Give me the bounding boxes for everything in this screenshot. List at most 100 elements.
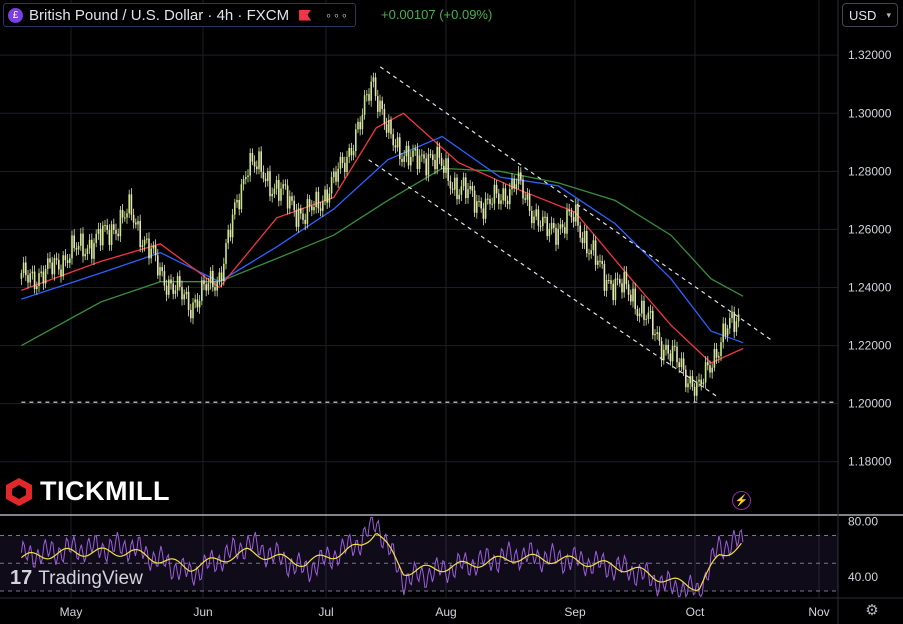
- candle-body: [258, 151, 260, 170]
- candle-body: [484, 198, 487, 219]
- candle-body: [91, 239, 93, 259]
- candle-body: [108, 230, 111, 245]
- candle-body: [139, 221, 141, 248]
- candle-body: [440, 157, 443, 166]
- candle-body: [58, 259, 60, 270]
- broker-watermark: TICKMILL: [4, 476, 170, 507]
- candle-body: [385, 124, 388, 133]
- candle-body: [445, 158, 447, 173]
- candle-body: [374, 77, 377, 97]
- candle-body: [238, 199, 240, 210]
- candle-body: [124, 217, 126, 219]
- candle-body: [392, 134, 394, 146]
- tradingview-logo-icon: 17: [10, 567, 33, 589]
- candle-body: [227, 229, 229, 244]
- candle-body: [559, 224, 562, 229]
- price-tick-label: 1.24000: [848, 280, 892, 294]
- candle-body: [623, 272, 625, 293]
- candle-body: [429, 154, 432, 156]
- candle-body: [289, 196, 291, 209]
- candle-body: [647, 312, 650, 319]
- candle-body: [275, 179, 278, 189]
- candle-body: [80, 233, 82, 246]
- candle-body: [119, 209, 122, 237]
- candle-body: [236, 199, 238, 203]
- candle-body: [498, 193, 500, 204]
- candle-body: [355, 129, 357, 152]
- candle-body: [161, 267, 163, 272]
- candle-body: [271, 193, 273, 197]
- candle-body: [99, 228, 102, 246]
- candle-body: [579, 225, 581, 238]
- candle-body: [110, 224, 113, 245]
- candle-body: [531, 210, 533, 224]
- flag-icon[interactable]: [299, 9, 312, 21]
- candle-body: [38, 273, 40, 287]
- candle-body: [366, 94, 368, 96]
- candle-body: [102, 225, 104, 246]
- candle-body: [341, 156, 344, 163]
- candle-body: [165, 285, 168, 295]
- candle-body: [372, 77, 375, 82]
- candle-body: [203, 280, 205, 285]
- candle-body: [88, 239, 91, 249]
- candle-body: [357, 121, 359, 130]
- candle-body: [524, 198, 526, 200]
- candle-body: [528, 194, 531, 211]
- candle-body: [247, 175, 249, 178]
- more-icon[interactable]: ∘∘∘: [325, 9, 349, 22]
- candle-body: [526, 194, 529, 200]
- candle-body: [720, 342, 722, 357]
- price-tick-label: 1.22000: [848, 339, 892, 353]
- candle-body: [634, 288, 636, 310]
- rsi-tick-label: 40.00: [848, 570, 878, 584]
- candle-body: [731, 311, 733, 319]
- candle-body: [93, 243, 95, 259]
- settings-icon[interactable]: ⚙: [865, 602, 879, 619]
- candle-body: [513, 178, 515, 189]
- candle-body: [377, 96, 379, 112]
- candle-body: [674, 345, 676, 347]
- candle-body: [693, 386, 696, 396]
- candle-body: [443, 165, 445, 173]
- candle-body: [487, 198, 489, 200]
- candle-body: [66, 260, 69, 263]
- candle-body: [317, 191, 320, 209]
- candle-body: [150, 248, 152, 259]
- candle-body: [438, 146, 441, 158]
- candle-body: [183, 294, 185, 300]
- candle-body: [396, 137, 399, 148]
- candle-body: [506, 200, 509, 205]
- candle-body: [117, 233, 119, 237]
- candle-body: [667, 344, 669, 354]
- time-tick-label: Jun: [193, 605, 212, 619]
- candle-body: [146, 238, 148, 240]
- candle-body: [207, 283, 210, 291]
- channel-lower-line: [368, 159, 720, 399]
- candle-body: [315, 191, 317, 208]
- candle-body: [286, 185, 289, 209]
- candle-body: [29, 273, 31, 283]
- currency-button[interactable]: USD ▾: [842, 3, 898, 27]
- candle-body: [619, 279, 621, 284]
- candle-body: [192, 302, 194, 319]
- candle-body: [707, 362, 709, 366]
- candle-body: [152, 245, 155, 249]
- candle-body: [20, 273, 23, 279]
- symbol-legend[interactable]: £ British Pound / U.S. Dollar · 4h · FXC…: [3, 3, 356, 27]
- candle-body: [407, 145, 410, 166]
- lightning-icon[interactable]: ⚡: [732, 491, 751, 510]
- broker-name: TICKMILL: [40, 476, 170, 506]
- candle-body: [185, 291, 188, 295]
- candle-body: [555, 227, 557, 245]
- time-tick-label: Aug: [435, 605, 456, 619]
- candle-body: [632, 288, 634, 302]
- candle-body: [702, 382, 705, 385]
- candle-body: [517, 172, 520, 185]
- candle-body: [482, 208, 485, 219]
- candle-body: [84, 253, 86, 257]
- candle-body: [610, 280, 612, 284]
- candle-body: [656, 332, 658, 334]
- candle-body: [575, 204, 577, 222]
